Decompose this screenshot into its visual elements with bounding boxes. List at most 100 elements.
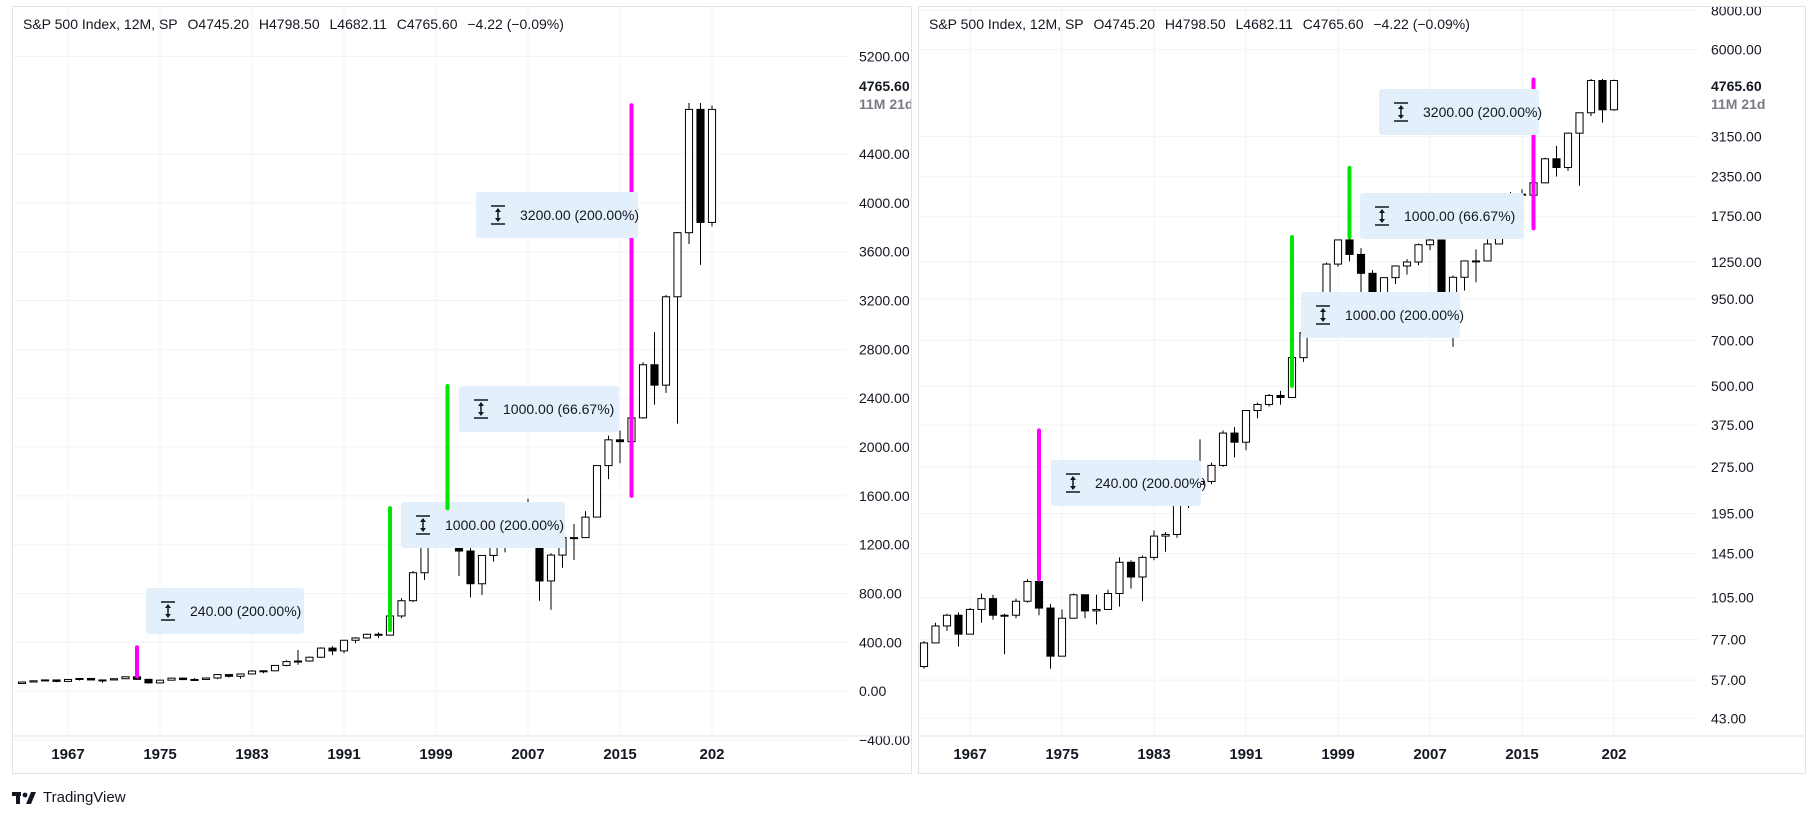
x-tick-label: 1967 xyxy=(51,746,84,763)
tradingview-footer[interactable]: TradingView xyxy=(12,789,126,806)
y-tick-label: 4000.00 xyxy=(859,195,910,211)
measure-range-icon xyxy=(420,528,426,532)
x-tick-label: 1967 xyxy=(953,746,986,763)
y-tick-label: 400.00 xyxy=(859,634,902,650)
y-tick-label: 375.00 xyxy=(1711,417,1754,433)
candle-up xyxy=(1322,263,1331,297)
candle-up xyxy=(190,678,199,681)
y-tick-label: 1750.00 xyxy=(1711,208,1762,224)
chart-panel-log[interactable]: S&P 500 Index, 12M, SP O4745.20 H4798.50… xyxy=(918,6,1806,774)
candle-up xyxy=(155,679,165,684)
candle-up xyxy=(1092,608,1101,612)
y-tick-label: 43.00 xyxy=(1711,710,1746,726)
candle-up xyxy=(1000,614,1009,617)
y-tick-label: 2800.00 xyxy=(859,341,910,357)
candle-up xyxy=(213,674,222,679)
x-tick-label: 1983 xyxy=(235,746,268,763)
candle-down xyxy=(1046,607,1055,657)
y-tick-label: 6000.00 xyxy=(1711,41,1762,57)
candle-down xyxy=(988,598,998,616)
measure-range-icon xyxy=(1379,219,1385,223)
candle-up xyxy=(121,676,130,680)
badge-text: 240.00 (200.00%) xyxy=(1095,475,1206,491)
x-tick-label: 1991 xyxy=(327,746,360,763)
x-tick-label: 2015 xyxy=(1505,746,1538,763)
measure-range-icon xyxy=(1070,486,1076,490)
candle-up xyxy=(236,673,245,677)
y-tick-label: 2000.00 xyxy=(859,439,910,455)
badge-background xyxy=(459,386,619,432)
candle-up xyxy=(1540,158,1550,184)
candle-down xyxy=(1345,239,1354,255)
linear-candlestick-chart[interactable]: 5200.00 4400.00 4000.00 3600.00 3200.00 2800.… xyxy=(13,7,911,773)
candle-up xyxy=(1333,239,1343,265)
candle-up xyxy=(673,232,682,298)
brand-name: TradingView xyxy=(43,789,126,806)
candle-up xyxy=(1115,561,1124,595)
y-tick-label: 700.00 xyxy=(1711,332,1754,348)
y-tick-label: 4400.00 xyxy=(859,146,910,162)
badge-text: 3200.00 (200.00%) xyxy=(1423,104,1542,120)
x-tick-label: 2007 xyxy=(511,746,544,763)
y-tick-label: 500.00 xyxy=(1711,378,1754,394)
candle-up xyxy=(362,633,372,639)
candle-down xyxy=(52,679,61,682)
candle-down xyxy=(1080,594,1090,612)
candle-up xyxy=(1586,80,1596,114)
candle-up xyxy=(569,537,579,540)
y-tick-label: 275.00 xyxy=(1711,459,1754,475)
candle-up xyxy=(63,678,73,682)
candle-up xyxy=(167,677,176,681)
candles xyxy=(919,79,1619,669)
x-tick-label: 202 xyxy=(699,746,724,763)
candle-up xyxy=(316,647,326,658)
candle-up xyxy=(40,679,50,682)
candle-up xyxy=(201,677,211,680)
y-tick-label: 2350.00 xyxy=(1711,168,1762,184)
candle-up xyxy=(1207,464,1216,482)
ohlc-open: O4745.20 xyxy=(187,16,250,32)
candle-up xyxy=(1264,394,1274,405)
y-tick-label: −400.00 xyxy=(859,732,910,748)
candle-up xyxy=(339,639,349,652)
candle-down xyxy=(650,364,659,386)
candle-up xyxy=(604,439,613,467)
candle-up xyxy=(1023,581,1032,602)
candle-up xyxy=(931,625,940,644)
chart-panel-linear[interactable]: S&P 500 Index, 12M, SP O4745.20 H4798.50… xyxy=(12,6,912,774)
y-tick-label: 0.00 xyxy=(859,683,886,699)
ohlc-high: H4798.50 xyxy=(258,16,320,32)
candle-up xyxy=(1575,112,1584,134)
candle-up xyxy=(1391,265,1400,279)
candle-up xyxy=(707,108,717,223)
y-tick-label: 8000.00 xyxy=(1711,7,1762,18)
candle-up xyxy=(1402,261,1412,267)
candle-down xyxy=(224,674,234,677)
y-tick-label: 3600.00 xyxy=(859,244,910,260)
candle-up xyxy=(581,516,590,539)
log-candlestick-chart[interactable]: 8000.00 6000.00 3150.00 2350.00 1750.00 1250.… xyxy=(919,7,1805,773)
grid xyxy=(13,7,847,741)
badge-background xyxy=(401,502,565,548)
ohlc-change: −4.22 (−0.09%) xyxy=(1373,16,1470,32)
candle-down xyxy=(1552,158,1561,169)
candle-up xyxy=(965,608,975,635)
candle-up xyxy=(75,677,84,680)
candle-down xyxy=(1230,432,1239,443)
candle-up xyxy=(684,108,694,234)
ohlc-low: L4682.11 xyxy=(329,16,387,32)
candle-up xyxy=(1414,244,1423,263)
badge-text: 240.00 (200.00%) xyxy=(190,603,301,619)
candle-up xyxy=(1161,533,1170,537)
candle-up xyxy=(1460,260,1469,278)
y-tick-label: 1200.00 xyxy=(859,537,910,553)
symbol-legend: S&P 500 Index, 12M, SP O4745.20 H4798.50… xyxy=(929,16,1476,32)
badge-background xyxy=(1301,292,1460,338)
x-tick-label: 1991 xyxy=(1229,746,1262,763)
measure-range-icon xyxy=(495,208,501,212)
candle-down xyxy=(328,647,337,652)
ohlc-low: L4682.11 xyxy=(1235,16,1293,32)
candle-down xyxy=(615,439,625,443)
bar-countdown-label: 11M 21d xyxy=(859,96,911,112)
badge-background xyxy=(1051,460,1201,506)
